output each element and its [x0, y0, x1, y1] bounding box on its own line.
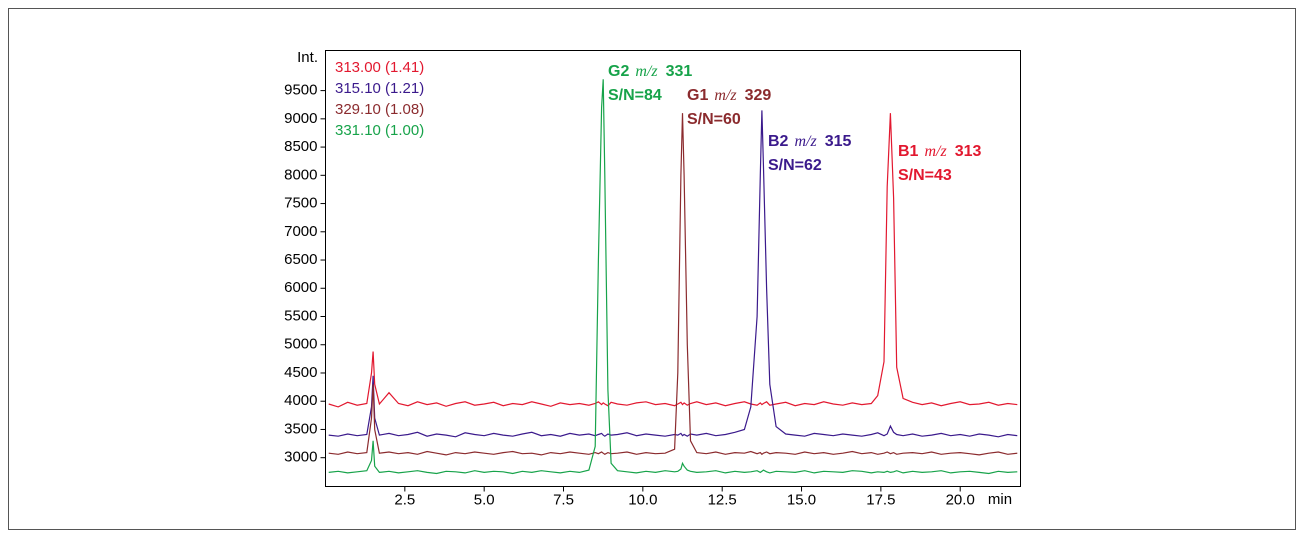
y-tick-label: 8500: [284, 138, 317, 155]
y-tick-label: 5000: [284, 336, 317, 353]
y-tick-label: 5500: [284, 307, 317, 324]
peak-name: B1: [898, 143, 919, 160]
y-tick-label: 7000: [284, 223, 317, 240]
x-tick-label: 15.0: [787, 491, 816, 508]
mz-label: m/z: [635, 63, 658, 80]
x-tick-label: 2.5: [394, 491, 415, 508]
y-tick-label: 6500: [284, 251, 317, 268]
y-tick-label: 7500: [284, 195, 317, 212]
peak-mass: 313: [955, 143, 982, 160]
mz-label: m/z: [924, 143, 947, 160]
y-tick-label: 9000: [284, 110, 317, 127]
x-tick-label: 5.0: [474, 491, 495, 508]
x-tick-label: 10.0: [628, 491, 657, 508]
y-tick-label: 4000: [284, 392, 317, 409]
peak-mass: 315: [825, 133, 852, 150]
mz-label: m/z: [794, 133, 817, 150]
y-tick-label: 6000: [284, 279, 317, 296]
y-tick-label: 3000: [284, 449, 317, 466]
legend-entry: 331.10 (1.00): [335, 122, 424, 139]
signal-noise: S/N=60: [687, 111, 741, 128]
legend-entry: 313.00 (1.41): [335, 59, 424, 76]
signal-noise: S/N=62: [768, 157, 822, 174]
peak-name: B2: [768, 133, 789, 150]
signal-noise: S/N=43: [898, 167, 952, 184]
x-tick-label: 7.5: [553, 491, 574, 508]
series-line: [328, 79, 1018, 475]
legend-entry: 329.10 (1.08): [335, 101, 424, 118]
legend-entry: 315.10 (1.21): [335, 80, 424, 97]
signal-noise: S/N=84: [608, 87, 662, 104]
y-tick-label: 8000: [284, 166, 317, 183]
peak-mass: 331: [666, 63, 693, 80]
x-tick-label: 17.5: [866, 491, 895, 508]
peak-label: B2 m/z 315: [768, 133, 851, 151]
peak-label: G2 m/z 331: [608, 63, 692, 81]
mz-label: m/z: [714, 87, 737, 104]
x-tick-label: 20.0: [946, 491, 975, 508]
y-tick-label: 3500: [284, 420, 317, 437]
series-line: [328, 113, 1018, 408]
x-axis-label: min: [988, 491, 1012, 508]
peak-label: G1 m/z 329: [687, 87, 771, 105]
series-line: [328, 113, 1018, 456]
series-line: [328, 110, 1018, 438]
peak-label: B1 m/z 313: [898, 143, 981, 161]
plot-frame: [325, 50, 1021, 487]
y-axis-label: Int.: [297, 49, 318, 66]
y-tick-label: 9500: [284, 82, 317, 99]
x-tick-label: 12.5: [708, 491, 737, 508]
peak-name: G1: [687, 87, 708, 104]
peak-name: G2: [608, 63, 629, 80]
peak-mass: 329: [745, 87, 772, 104]
y-tick-label: 4500: [284, 364, 317, 381]
frame: [8, 8, 1296, 530]
